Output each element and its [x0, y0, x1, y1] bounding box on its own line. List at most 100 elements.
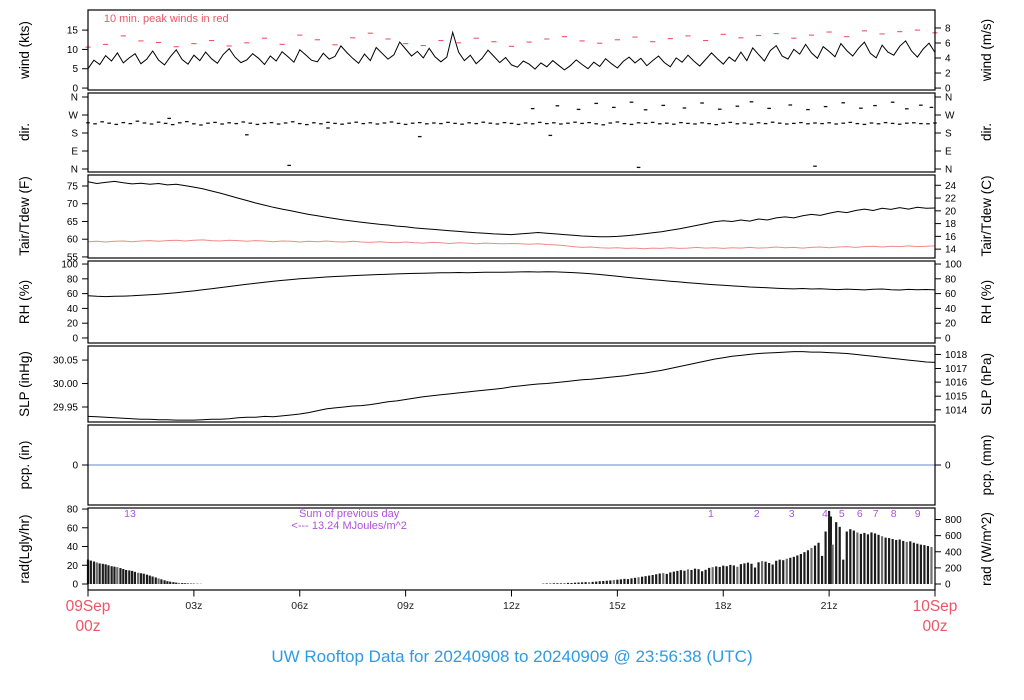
- svg-text:1018: 1018: [945, 350, 968, 361]
- svg-text:E: E: [945, 147, 952, 158]
- svg-text:5: 5: [839, 508, 845, 520]
- svg-text:600: 600: [945, 531, 962, 542]
- x-axis: 03z 06z 09z 12z 15z 18z 21z: [87, 590, 936, 612]
- temp-trace: [87, 239, 936, 250]
- svg-text:N: N: [945, 165, 952, 176]
- svg-text:80: 80: [67, 505, 79, 516]
- svg-text:40: 40: [945, 304, 957, 315]
- svg-text:70: 70: [67, 199, 79, 210]
- start-date-line1: 09Sep: [65, 598, 111, 615]
- svg-text:12z: 12z: [503, 600, 520, 612]
- svg-text:Sum of previous day: Sum of previous day: [299, 508, 400, 520]
- svg-text:20: 20: [67, 319, 79, 330]
- svg-text:20: 20: [945, 206, 957, 217]
- svg-text:5: 5: [72, 64, 78, 75]
- svg-text:0: 0: [945, 580, 951, 591]
- svg-text:55: 55: [67, 252, 79, 263]
- svg-text:20: 20: [67, 561, 79, 572]
- svg-text:9: 9: [915, 508, 921, 520]
- temp-trace: [87, 180, 936, 238]
- svg-text:30.00: 30.00: [53, 379, 78, 390]
- svg-text:4: 4: [822, 508, 828, 520]
- svg-text:0: 0: [945, 461, 951, 472]
- svg-text:N: N: [945, 93, 952, 104]
- svg-text:3: 3: [789, 508, 795, 520]
- svg-text:6: 6: [945, 39, 951, 50]
- svg-text:60: 60: [67, 289, 79, 300]
- slp-panel: 29.95 30.00 30.05 1014 1015 1016 1017 1018: [53, 345, 968, 423]
- svg-text:1: 1: [708, 508, 714, 520]
- svg-text:N: N: [71, 165, 78, 176]
- svg-text:18: 18: [945, 219, 957, 230]
- svg-text:18z: 18z: [715, 600, 732, 612]
- svg-text:S: S: [945, 129, 952, 140]
- chart-title: UW Rooftop Data for 20240908 to 20240909…: [271, 647, 753, 666]
- svg-text:6: 6: [857, 508, 863, 520]
- start-date-line2: 00z: [75, 618, 101, 635]
- svg-text:10 min. peak winds in red: 10 min. peak winds in red: [104, 13, 229, 25]
- svg-text:16: 16: [945, 232, 957, 243]
- svg-text:0: 0: [72, 580, 78, 591]
- svg-text:13: 13: [124, 508, 136, 520]
- svg-text:W: W: [69, 111, 79, 122]
- svg-text:7: 7: [873, 508, 879, 520]
- svg-text:0: 0: [72, 84, 78, 95]
- svg-text:03z: 03z: [185, 600, 202, 612]
- wind-trace: [87, 30, 936, 71]
- svg-text:S: S: [71, 129, 78, 140]
- svg-text:100: 100: [61, 260, 78, 271]
- svg-text:80: 80: [67, 274, 79, 285]
- xaxis-start-date: 09Sep 00z: [50, 597, 126, 637]
- svg-text:400: 400: [945, 547, 962, 558]
- svg-text:1017: 1017: [945, 364, 968, 375]
- end-date-line2: 00z: [922, 618, 948, 635]
- svg-text:0: 0: [945, 84, 951, 95]
- svg-text:1016: 1016: [945, 378, 968, 389]
- svg-text:800: 800: [945, 515, 962, 526]
- svg-text:0: 0: [945, 333, 951, 344]
- svg-text:60: 60: [945, 289, 957, 300]
- svg-text:1014: 1014: [945, 405, 968, 416]
- svg-text:2: 2: [945, 69, 951, 80]
- svg-text:06z: 06z: [291, 600, 308, 612]
- svg-text:40: 40: [67, 304, 79, 315]
- svg-text:0: 0: [72, 461, 78, 472]
- svg-text:22: 22: [945, 194, 957, 205]
- svg-text:21z: 21z: [821, 600, 838, 612]
- end-date-line1: 10Sep: [912, 598, 958, 615]
- svg-text:60: 60: [67, 523, 79, 534]
- rh-panel: 0 20 40 60 80 100 0 20 40 60 80 100: [61, 260, 962, 345]
- svg-text:30.05: 30.05: [53, 356, 78, 367]
- svg-text:80: 80: [945, 274, 957, 285]
- svg-text:10: 10: [67, 45, 79, 56]
- svg-text:W: W: [945, 111, 955, 122]
- svg-text:40: 40: [67, 542, 79, 553]
- xaxis-end-date: 10Sep 00z: [897, 597, 973, 637]
- svg-text:20: 20: [945, 319, 957, 330]
- wind-panel: 0 5 10 15 0 2 4 6 8 10 min. peak winds in red: [67, 9, 951, 95]
- svg-text:8: 8: [945, 23, 951, 34]
- slp-trace: [87, 351, 936, 421]
- svg-text:<--- 13.24 MJoules/m^2: <--- 13.24 MJoules/m^2: [291, 520, 407, 532]
- svg-text:75: 75: [67, 181, 79, 192]
- rh-trace: [87, 271, 936, 298]
- svg-text:15z: 15z: [609, 600, 626, 612]
- svg-text:29.95: 29.95: [53, 402, 78, 413]
- svg-text:14: 14: [945, 245, 957, 256]
- svg-text:8: 8: [891, 508, 897, 520]
- svg-text:15: 15: [67, 26, 79, 37]
- svg-text:60: 60: [67, 235, 79, 246]
- svg-text:24: 24: [945, 181, 957, 192]
- svg-text:N: N: [71, 93, 78, 104]
- svg-text:09z: 09z: [397, 600, 414, 612]
- svg-text:E: E: [71, 147, 78, 158]
- svg-text:0: 0: [72, 333, 78, 344]
- svg-text:100: 100: [945, 260, 962, 271]
- svg-text:65: 65: [67, 217, 79, 228]
